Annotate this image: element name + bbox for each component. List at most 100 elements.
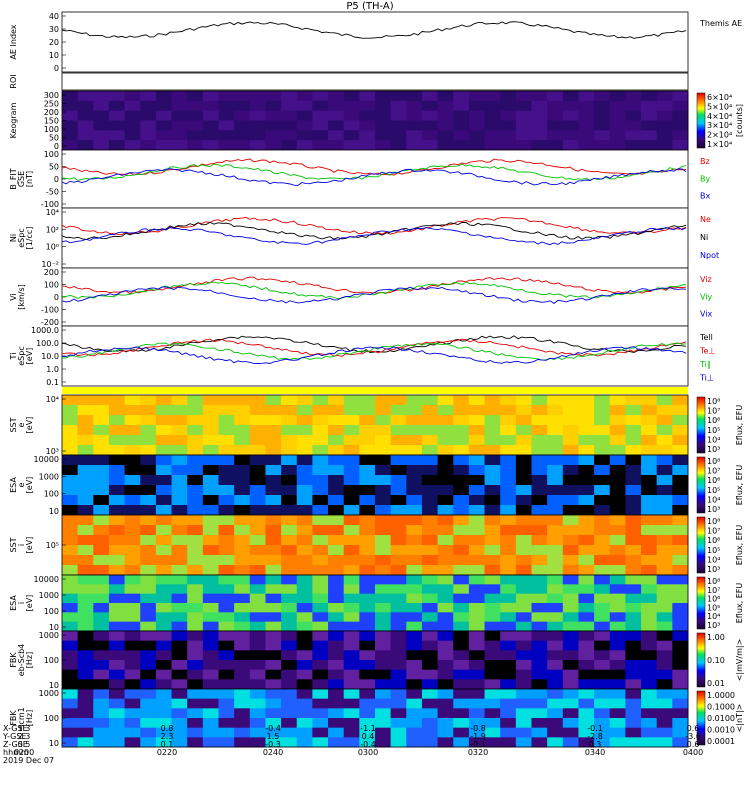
spectrogram-cell — [547, 718, 564, 729]
spectrogram-cell — [343, 465, 360, 476]
spectrogram-cell — [359, 621, 376, 632]
spectrogram-cell — [656, 650, 673, 661]
spectrogram-cell — [249, 91, 266, 102]
spectrogram-cell — [437, 555, 454, 566]
spectrogram-cell — [641, 395, 658, 406]
spectrogram-cell — [531, 621, 548, 632]
spectrogram-cell — [531, 415, 548, 426]
spectrogram-cell — [531, 603, 548, 613]
panel-temp: 1000.0100.010.01.00.1Ti eSpc [eV]TellTe⊥Ti… — [9, 325, 715, 387]
spectrogram-cell — [265, 515, 282, 526]
spectrogram-cell — [108, 660, 126, 671]
colorbar-tick-label: 6×10⁴ — [707, 93, 732, 102]
spectrogram-cell — [77, 110, 94, 121]
spectrogram-cell — [594, 395, 611, 406]
spectrogram-cell — [124, 535, 141, 546]
spectrogram-cell — [359, 465, 376, 476]
spectrogram-cell — [296, 555, 313, 566]
spectrogram-cell — [359, 640, 376, 651]
spectrogram-cell — [390, 565, 407, 576]
spectrogram-cell — [171, 405, 188, 416]
spectrogram-cell — [171, 415, 188, 426]
spectrogram-cell — [656, 515, 673, 526]
spectrogram-cell — [656, 475, 673, 486]
spectrogram-cell — [202, 110, 219, 121]
spectrogram-cell — [500, 515, 517, 526]
spectrogram-cell — [406, 575, 423, 585]
y-tick-label: 1000 — [39, 591, 59, 600]
spectrogram-cell — [77, 612, 94, 623]
spectrogram-cell — [312, 640, 329, 651]
spectrogram-cell — [281, 475, 298, 486]
spectrogram-cell — [187, 445, 204, 456]
spectrogram-cell — [328, 689, 345, 700]
spectrogram-cell — [656, 405, 673, 416]
spectrogram-cell — [609, 425, 626, 436]
spectrogram-cell — [187, 535, 204, 546]
spectrogram-cell — [171, 515, 188, 526]
spectrogram-cell — [328, 575, 345, 585]
spectrogram-cell — [500, 603, 517, 613]
spectrogram-cell — [124, 140, 141, 151]
spectrogram-cell — [312, 465, 329, 476]
spectrogram-cell — [641, 545, 658, 556]
y-tick-label: -200 — [41, 318, 59, 327]
spectrogram-cell — [218, 515, 235, 526]
spectrogram-cell — [77, 689, 94, 700]
spectrogram-cell — [515, 475, 532, 486]
spectrogram-cell — [296, 679, 313, 690]
spectrogram-cell — [62, 415, 79, 426]
spectrogram-cell — [171, 110, 188, 121]
spectrogram-cell — [343, 415, 360, 426]
spectrogram-cell — [641, 130, 658, 141]
spectrogram-cell — [500, 612, 517, 623]
spectrogram-cell — [594, 631, 611, 642]
spectrogram-cell — [609, 415, 626, 426]
spectrogram-cell — [594, 565, 611, 576]
spectrogram-cell — [656, 737, 673, 748]
spectrogram-cell — [672, 650, 689, 661]
spectrogram-cell — [562, 679, 579, 690]
spectrogram-cell — [187, 555, 204, 566]
spectrogram-cell — [594, 515, 611, 526]
spectrogram-cell — [249, 120, 266, 131]
spectrogram-cell — [500, 415, 517, 426]
spectrogram-cell — [234, 405, 251, 416]
spectrogram-cell — [62, 584, 79, 595]
spectrogram-cell — [62, 140, 79, 151]
spectrogram-cell — [124, 631, 141, 642]
y-tick-label: 50 — [49, 163, 59, 172]
spectrogram-cell — [437, 727, 454, 738]
spectrogram-cell — [453, 545, 470, 556]
spectrogram-cell — [641, 485, 658, 496]
y-axis-label: [Hz] — [25, 652, 34, 668]
spectrogram-cell — [155, 110, 173, 121]
spectrogram-cell — [171, 593, 188, 604]
y-tick-label: -50 — [46, 188, 59, 197]
spectrogram-cell — [77, 555, 94, 566]
spectrogram-cell — [312, 660, 329, 671]
spectrogram-cell — [578, 660, 595, 671]
spectrogram-cell — [390, 415, 407, 426]
spectrogram-cell — [594, 140, 611, 151]
spectrogram-cell — [672, 100, 689, 112]
colorbar-tick-label: 10⁶ — [707, 476, 720, 485]
spectrogram-cell — [390, 718, 407, 729]
spectrogram-cell — [578, 565, 595, 576]
spectrogram-cell — [672, 140, 689, 151]
spectrogram-cell — [328, 140, 345, 151]
spectrogram-cell — [421, 698, 439, 709]
spectrogram-cell — [234, 631, 251, 642]
spectrogram-cell — [328, 535, 345, 546]
spectrogram-cell — [187, 120, 204, 131]
spectrogram-cell — [594, 425, 611, 436]
spectrogram-cell — [249, 545, 266, 556]
spectrogram-cell — [515, 435, 532, 446]
spectrogram-cell — [77, 603, 94, 613]
spectrogram-cell — [234, 140, 251, 151]
spectrogram-cell — [312, 495, 329, 506]
spectrogram-cell — [421, 140, 439, 151]
spectrogram-cell — [265, 100, 282, 112]
footer-cell: -0.4 — [360, 740, 376, 749]
spectrogram-cell — [62, 631, 79, 642]
